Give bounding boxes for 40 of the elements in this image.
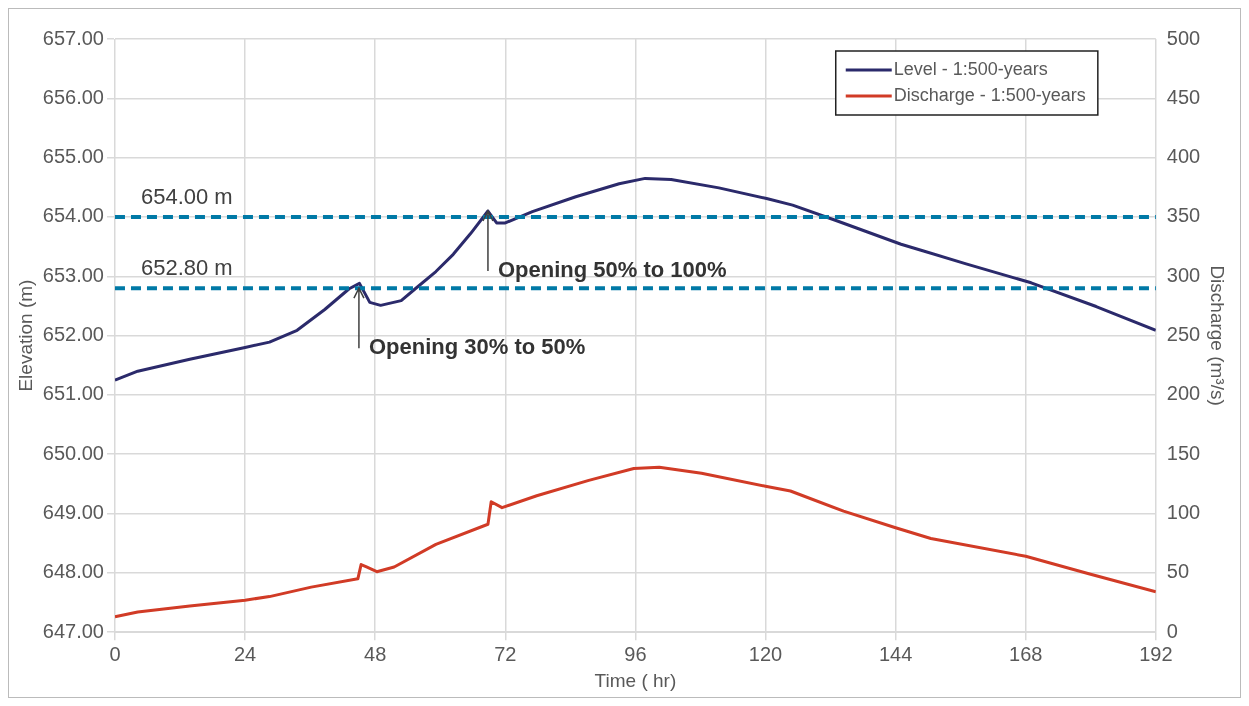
y2-tick-label: 500 bbox=[1166, 26, 1201, 49]
x-tick-label: 48 bbox=[364, 642, 387, 665]
y2-tick-label: 350 bbox=[1166, 204, 1201, 227]
ref-line-label: 652.80 m bbox=[140, 255, 233, 281]
x-tick-label: 168 bbox=[1009, 642, 1043, 665]
legend-label: Discharge - 1:500-years bbox=[893, 84, 1086, 105]
x-tick-label: 72 bbox=[494, 642, 517, 665]
x-tick-label: 0 bbox=[109, 642, 121, 665]
y2-tick-label: 450 bbox=[1166, 85, 1201, 108]
x-tick-label: 120 bbox=[748, 642, 783, 665]
y-tick-label: 647.00 bbox=[42, 619, 104, 642]
y2-tick-label: 150 bbox=[1166, 441, 1201, 464]
x-axis-title: Time ( hr) bbox=[594, 669, 677, 691]
y2-tick-label: 400 bbox=[1166, 145, 1201, 168]
annotation: Opening 30% to 50% bbox=[368, 334, 586, 360]
y-tick-label: 652.00 bbox=[42, 323, 104, 346]
y-tick-label: 656.00 bbox=[42, 85, 104, 108]
y-tick-label: 653.00 bbox=[42, 263, 104, 286]
x-tick-label: 192 bbox=[1139, 642, 1173, 665]
y2-tick-label: 50 bbox=[1166, 560, 1190, 583]
y-tick-label: 657.00 bbox=[42, 26, 104, 49]
y-tick-label: 651.00 bbox=[42, 382, 104, 405]
y-tick-label: 654.00 bbox=[42, 204, 104, 227]
legend-label: Level - 1:500-years bbox=[893, 58, 1048, 79]
y2-tick-label: 200 bbox=[1166, 382, 1201, 405]
x-tick-label: 96 bbox=[624, 642, 647, 665]
y-tick-label: 650.00 bbox=[42, 441, 104, 464]
annotation: Opening 50% to 100% bbox=[497, 257, 727, 283]
y2-axis-title: Discharge (m³/s) bbox=[1207, 265, 1229, 406]
y2-tick-label: 0 bbox=[1166, 619, 1178, 642]
x-tick-label: 144 bbox=[878, 642, 913, 665]
y-axis-title: Elevation (m) bbox=[14, 279, 36, 392]
y2-tick-label: 100 bbox=[1166, 501, 1201, 524]
y2-tick-label: 300 bbox=[1166, 263, 1201, 286]
ref-line-label: 654.00 m bbox=[140, 184, 233, 210]
y2-tick-label: 250 bbox=[1166, 323, 1201, 346]
y-tick-label: 648.00 bbox=[42, 560, 104, 583]
y-tick-label: 655.00 bbox=[42, 145, 104, 168]
x-tick-label: 24 bbox=[233, 642, 257, 665]
y-tick-label: 649.00 bbox=[42, 501, 104, 524]
